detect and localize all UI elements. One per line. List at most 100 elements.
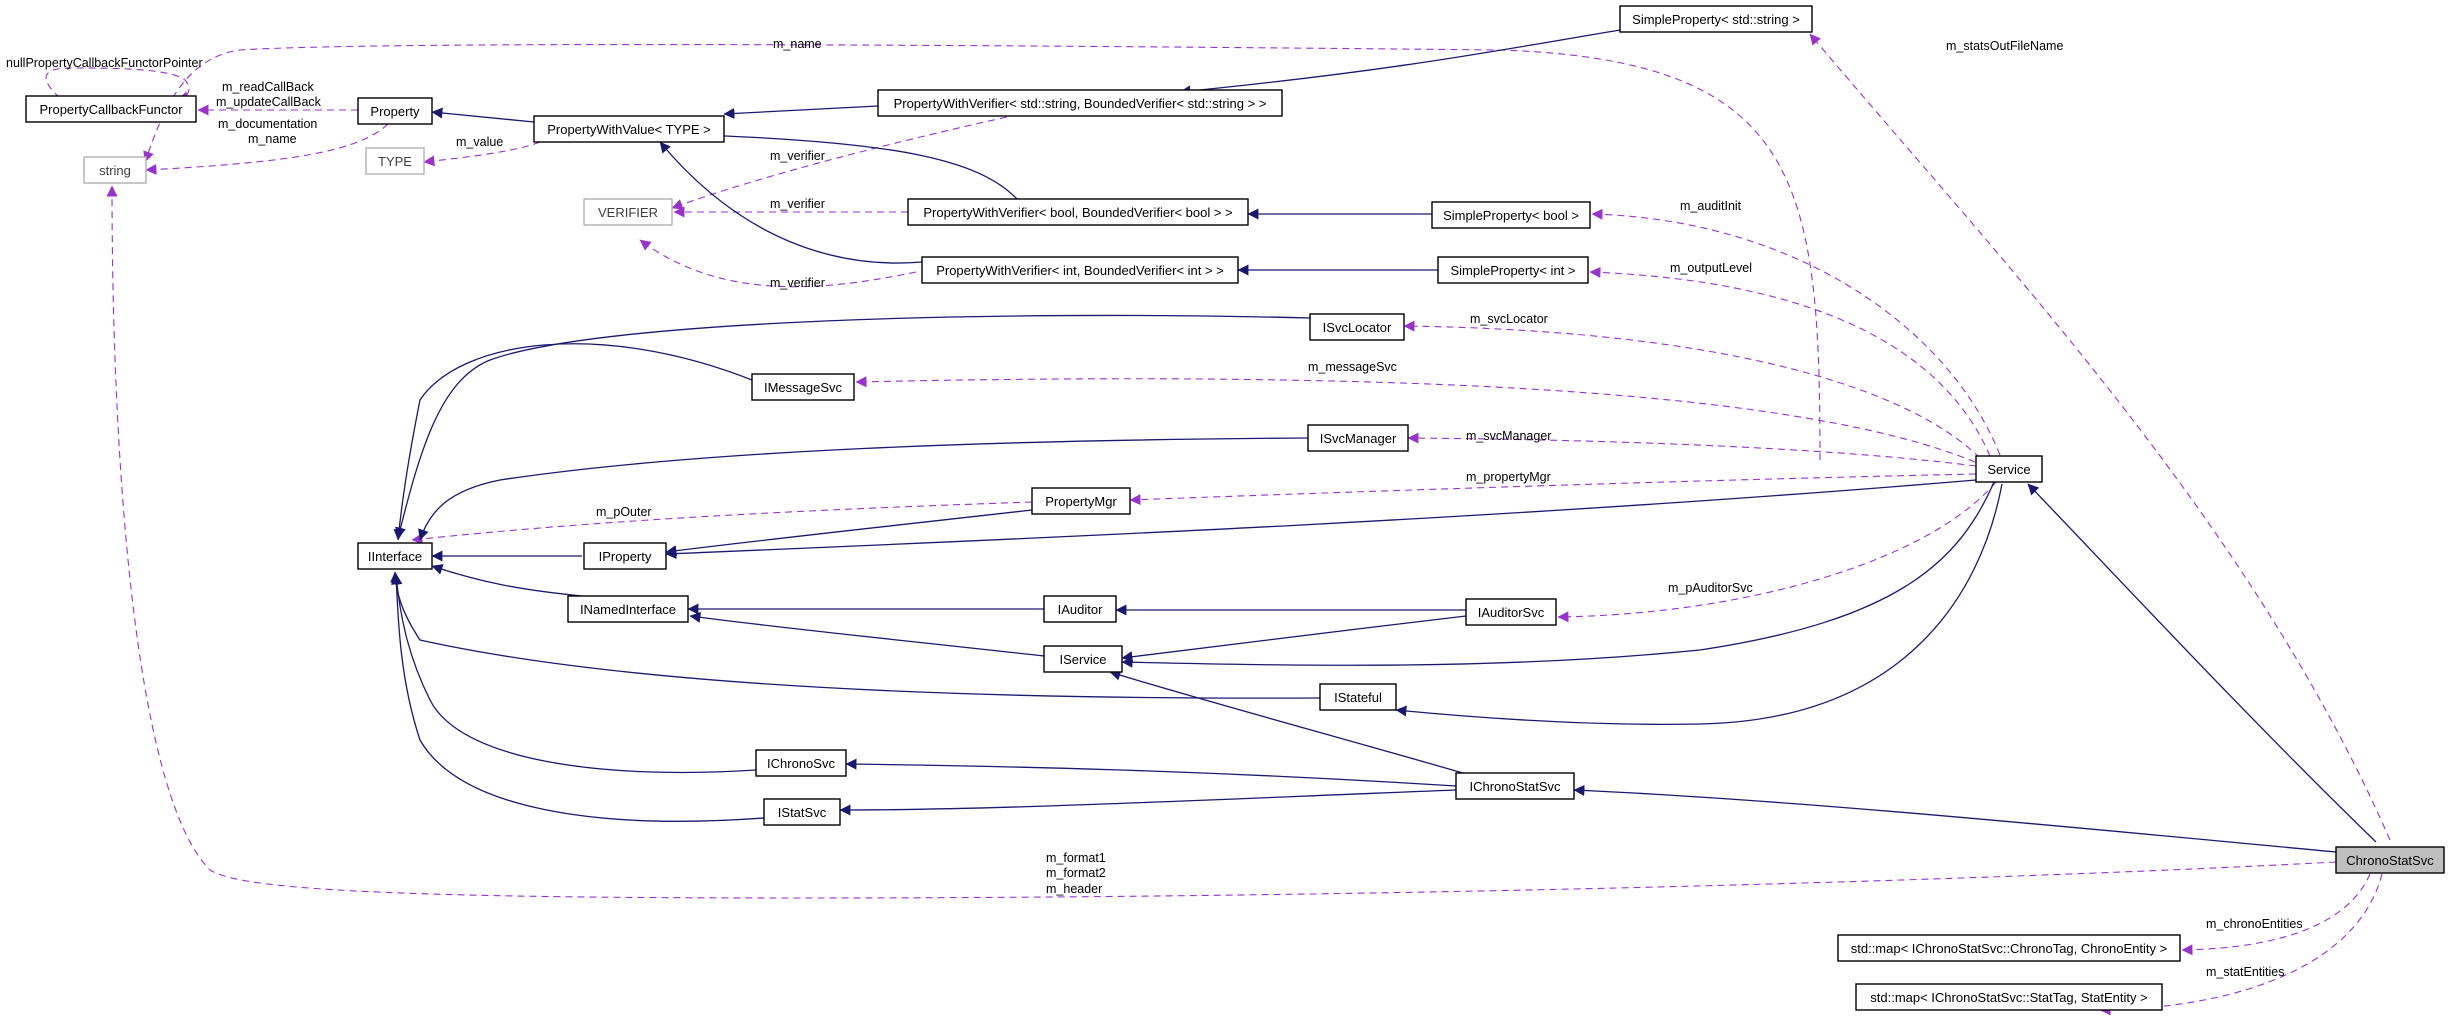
node-iinterface[interactable]: IInterface: [357, 542, 433, 570]
edge-iservice-to-inamedinterface: [689, 611, 1045, 657]
node-pwv-bool[interactable]: PropertyWithVerifier< bool, BoundedVerif…: [907, 198, 1249, 226]
usage-edges: [45, 33, 2391, 1016]
edge-propertymgr-to-iproperty: [665, 509, 1033, 557]
node-label: IChronoSvc: [767, 756, 835, 771]
label-m-readcallback: m_readCallBack: [222, 80, 314, 94]
edge-m-auditinit: [1591, 208, 2001, 456]
node-propertycallbackfunctor[interactable]: PropertyCallbackFunctor: [25, 95, 197, 123]
edge-m-svclocator: [1403, 320, 1981, 459]
label-m-pauditorsvc: m_pAuditorSvc: [1668, 581, 1753, 595]
node-label: PropertyWithVerifier< bool, BoundedVerif…: [923, 205, 1232, 220]
label-null-callback: nullPropertyCallbackFunctorPointer: [6, 56, 203, 70]
label-m-name-top: m_name: [773, 37, 822, 51]
node-type[interactable]: TYPE: [365, 147, 425, 175]
node-simpleproperty-bool[interactable]: SimpleProperty< bool >: [1431, 201, 1591, 229]
edge-m-pauditorsvc: [1557, 481, 1997, 623]
node-inamedinterface[interactable]: INamedInterface: [567, 595, 689, 623]
node-label: Property: [370, 104, 420, 119]
edge-ichronostatsvc-to-ichronosvc: [845, 758, 1457, 787]
edge-ichronostatsvc-to-iservice: [1109, 669, 1481, 779]
nodes: SimpleProperty< std::string > PropertyCa…: [25, 5, 2445, 1011]
node-label: IStateful: [1334, 690, 1382, 705]
node-label: string: [99, 163, 131, 178]
node-pwv-int[interactable]: PropertyWithVerifier< int, BoundedVerifi…: [921, 256, 1239, 284]
label-m-pouter: m_pOuter: [596, 505, 652, 519]
edge-simpleprop-string-to-pwv-string: [1179, 29, 1621, 97]
label-m-name-string: m_name: [248, 132, 297, 146]
node-istatsvc[interactable]: IStatSvc: [763, 798, 841, 826]
node-label: IService: [1060, 652, 1107, 667]
label-m-chronoentities: m_chronoEntities: [2206, 917, 2303, 931]
edge-property-to-propertywithvalue: [431, 107, 535, 123]
node-label: std::map< IChronoStatSvc::ChronoTag, Chr…: [1851, 941, 2168, 956]
label-m-svclocator: m_svcLocator: [1470, 312, 1548, 326]
node-iservice[interactable]: IService: [1043, 645, 1123, 673]
node-istateful[interactable]: IStateful: [1319, 683, 1397, 711]
node-service[interactable]: Service: [1975, 455, 2043, 483]
node-label: Service: [1987, 462, 2030, 477]
node-map-chrono[interactable]: std::map< IChronoStatSvc::ChronoTag, Chr…: [1837, 934, 2181, 962]
label-m-verifier-2: m_verifier: [770, 197, 825, 211]
edge-ichronosvc-to-iinterface: [391, 573, 757, 774]
node-ichronostatsvc[interactable]: IChronoStatSvc: [1455, 772, 1575, 800]
label-m-format2: m_format2: [1046, 866, 1106, 880]
label-m-statsoutfilename: m_statsOutFileName: [1946, 39, 2063, 53]
edge-istatsvc-to-iinterface: [390, 573, 765, 822]
node-label: INamedInterface: [580, 602, 676, 617]
node-chronostatsvc[interactable]: ChronoStatSvc: [2335, 846, 2445, 874]
node-iproperty[interactable]: IProperty: [583, 542, 667, 570]
node-label: SimpleProperty< int >: [1450, 263, 1575, 278]
node-label: ChronoStatSvc: [2346, 853, 2434, 868]
edge-m-verifier-3: [639, 239, 917, 288]
label-m-messagesvc: m_messageSvc: [1308, 360, 1397, 374]
node-isvcmanager[interactable]: ISvcManager: [1307, 424, 1409, 452]
edge-m-format: [106, 185, 2337, 899]
edge-chronostatsvc-to-service: [2027, 483, 2377, 843]
node-label: PropertyMgr: [1045, 494, 1117, 509]
node-propertywithvalue[interactable]: PropertyWithValue< TYPE >: [533, 115, 725, 143]
node-label: IProperty: [599, 549, 652, 564]
node-label: ISvcLocator: [1323, 320, 1392, 335]
node-iauditor[interactable]: IAuditor: [1043, 595, 1117, 623]
node-pwv-string[interactable]: PropertyWithVerifier< std::string, Bound…: [877, 89, 1283, 117]
edge-imessagesvc-to-iinterface: [393, 343, 753, 541]
label-m-propertymgr: m_propertyMgr: [1466, 470, 1551, 484]
edge-pwv-bool-to-pwv: [663, 128, 1019, 201]
edge-m-svcmanager: [1407, 432, 1977, 467]
label-m-outputlevel: m_outputLevel: [1670, 261, 1752, 275]
edge-m-chronoentities: [2181, 873, 2371, 956]
node-verifier[interactable]: VERIFIER: [583, 198, 673, 226]
node-propertymgr[interactable]: PropertyMgr: [1031, 487, 1131, 515]
edge-m-outputlevel: [1589, 266, 1991, 457]
edge-labels: m_name m_statsOutFileName nullPropertyCa…: [6, 37, 2303, 979]
node-simpleproperty-string[interactable]: SimpleProperty< std::string >: [1619, 5, 1813, 33]
node-label: SimpleProperty< std::string >: [1632, 12, 1800, 27]
node-label: IStatSvc: [778, 805, 827, 820]
node-label: TYPE: [378, 154, 412, 169]
label-m-format1: m_format1: [1046, 851, 1106, 865]
edge-m-messagesvc: [855, 376, 1976, 463]
label-m-header: m_header: [1046, 882, 1102, 896]
edge-m-verifier-1: [671, 111, 1031, 210]
node-simpleproperty-int[interactable]: SimpleProperty< int >: [1437, 256, 1589, 284]
edge-m-documentation: [145, 123, 389, 175]
node-map-stat[interactable]: std::map< IChronoStatSvc::StatTag, StatE…: [1855, 983, 2163, 1011]
node-string[interactable]: string: [83, 156, 147, 184]
node-label: std::map< IChronoStatSvc::StatTag, StatE…: [1870, 990, 2147, 1005]
node-label: VERIFIER: [598, 205, 658, 220]
node-iauditorsvc[interactable]: IAuditorSvc: [1465, 598, 1557, 626]
label-m-updatecallback: m_updateCallBack: [216, 95, 322, 109]
label-m-documentation: m_documentation: [218, 117, 317, 131]
edge-m-pouter: [411, 501, 1033, 545]
node-label: IInterface: [368, 549, 422, 564]
node-ichronosvc[interactable]: IChronoSvc: [755, 749, 847, 777]
node-label: IAuditor: [1058, 602, 1103, 617]
node-imessagesvc[interactable]: IMessageSvc: [751, 373, 855, 401]
edge-null-callback-self: [45, 67, 190, 102]
node-property[interactable]: Property: [357, 97, 433, 125]
edge-isvclocator-to-iinterface: [395, 314, 1311, 539]
node-isvclocator[interactable]: ISvcLocator: [1309, 313, 1405, 341]
edge-isvcmanager-to-iinterface: [418, 437, 1309, 541]
edge-service-to-iproperty: [665, 479, 1977, 560]
